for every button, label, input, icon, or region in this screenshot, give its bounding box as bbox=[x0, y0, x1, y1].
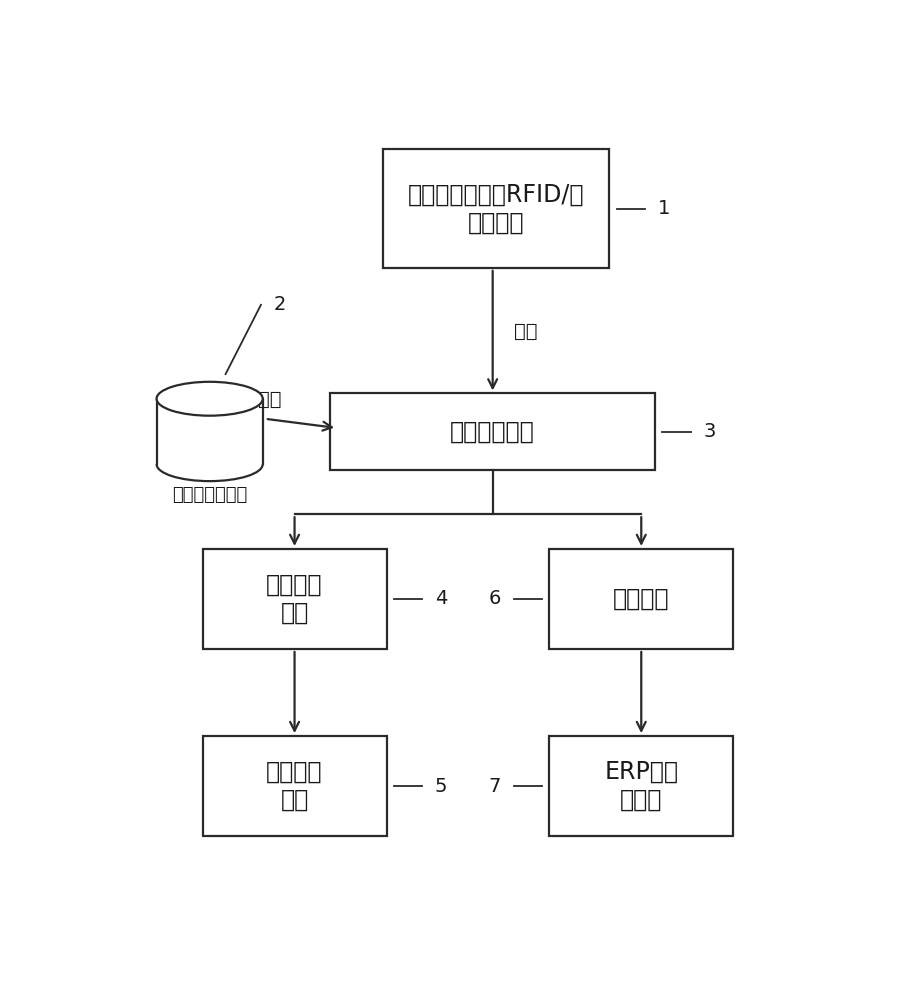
Text: ERP管理
服务器: ERP管理 服务器 bbox=[604, 760, 678, 812]
Ellipse shape bbox=[157, 382, 263, 416]
Text: 5: 5 bbox=[435, 777, 447, 796]
Text: 辨识: 辨识 bbox=[514, 321, 538, 340]
Bar bbox=[383, 149, 610, 268]
Text: 人机界面
模块: 人机界面 模块 bbox=[267, 760, 323, 812]
Text: 计件模块: 计件模块 bbox=[613, 587, 669, 611]
Text: 6: 6 bbox=[488, 589, 501, 608]
Text: 2: 2 bbox=[274, 295, 286, 314]
Bar bbox=[550, 549, 733, 649]
Text: 1: 1 bbox=[657, 199, 670, 218]
Text: 3: 3 bbox=[704, 422, 716, 441]
Text: 7: 7 bbox=[488, 777, 501, 796]
Text: 身份信息数据库: 身份信息数据库 bbox=[172, 486, 247, 504]
Bar bbox=[550, 736, 733, 836]
Bar bbox=[203, 549, 386, 649]
Bar bbox=[203, 736, 386, 836]
Text: 信息处理模块: 信息处理模块 bbox=[450, 420, 535, 444]
Text: 4: 4 bbox=[435, 589, 447, 608]
Text: 权限管理
模块: 权限管理 模块 bbox=[267, 573, 323, 625]
Text: 信息采集模块（RFID/指
纹识别）: 信息采集模块（RFID/指 纹识别） bbox=[408, 183, 584, 234]
Bar bbox=[157, 399, 263, 464]
Text: 匹配: 匹配 bbox=[258, 390, 281, 409]
Bar bbox=[330, 393, 656, 470]
